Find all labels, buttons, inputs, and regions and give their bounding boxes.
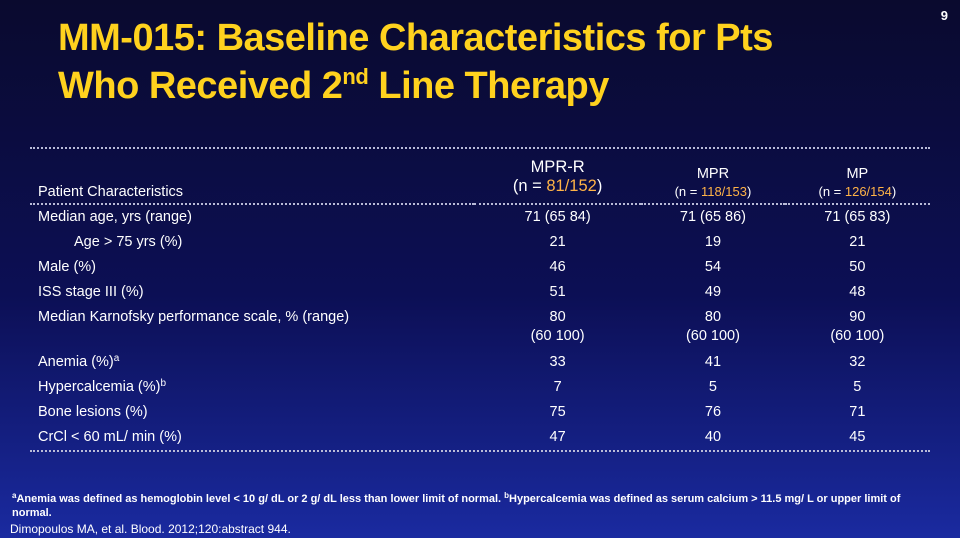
- table-row: Hypercalcemia (%)b 7 5 5: [30, 375, 930, 400]
- header-mpr-r-n: (n = 81/152): [512, 177, 603, 195]
- cell-mp: 45: [849, 429, 866, 445]
- title-line-2-text: Who Received 2: [58, 65, 343, 107]
- table-row: CrCl < 60 mL/ min (%) 47 40 45: [30, 425, 930, 450]
- cell-mpr: 76: [704, 404, 722, 420]
- cell-value: 80: [704, 309, 722, 325]
- cell-range: (60 100): [685, 328, 740, 344]
- cell-value: 90: [849, 309, 866, 325]
- cell-mpr: 49: [704, 284, 722, 300]
- row-label: Hypercalcemia (%)b: [38, 378, 167, 396]
- header-mpr-n: (n = 118/153): [674, 184, 752, 199]
- title-line-2: Who Received 2nd Line Therapy: [58, 62, 918, 110]
- cell-mpr: 41: [704, 354, 722, 370]
- cell-range: (60 100): [830, 328, 885, 344]
- row-label: ISS stage III (%): [38, 284, 144, 300]
- cell-mp: 71: [849, 404, 866, 420]
- cell-mpr-r: 21: [549, 234, 566, 250]
- cell-mp: 90 (60 100): [785, 305, 930, 350]
- cell-mpr: 71 (65 86): [679, 209, 746, 225]
- row-label: CrCl < 60 mL/ min (%): [38, 429, 182, 445]
- cell-mp: 48: [849, 284, 866, 300]
- title-line-1: MM-015: Baseline Characteristics for Pts: [58, 17, 773, 59]
- footnote-a-marker: a: [12, 491, 17, 500]
- table-row: Median age, yrs (range) 71 (65 84) 71 (6…: [30, 204, 930, 230]
- cell-mpr-r: 33: [549, 354, 566, 370]
- table-row: Anemia (%)a 33 41 32: [30, 350, 930, 375]
- row-label: Bone lesions (%): [38, 404, 148, 420]
- row-label: Male (%): [38, 259, 97, 275]
- header-mpr-name: MPR: [696, 166, 730, 182]
- header-mp: MP (n = 126/154): [784, 149, 930, 205]
- cell-mpr-r: 75: [549, 404, 566, 420]
- citation: Dimopoulos MA, et al. Blood. 2012;120:ab…: [10, 522, 291, 536]
- cell-mpr-r: 7: [553, 379, 562, 395]
- header-mpr-r: MPR-R (n = 81/152): [474, 149, 642, 205]
- row-label: Median Karnofsky performance scale, % (r…: [38, 309, 350, 325]
- table-row: Male (%) 46 54 50: [30, 255, 930, 280]
- cell-mpr-r: 71 (65 84): [524, 209, 591, 225]
- cell-mpr: 19: [704, 234, 722, 250]
- cell-mpr-r: 47: [549, 429, 566, 445]
- slide-title: MM-015: Baseline Characteristics for Pts…: [58, 14, 918, 110]
- header-mp-n: (n = 126/154): [818, 184, 897, 199]
- cell-range: (60 100): [530, 328, 585, 344]
- cell-mp: 32: [849, 354, 866, 370]
- table-row: Median Karnofsky performance scale, % (r…: [30, 305, 930, 350]
- table-row: ISS stage III (%) 51 49 48: [30, 280, 930, 305]
- header-mpr-r-name: MPR-R: [530, 158, 585, 176]
- cell-mp: 50: [849, 259, 866, 275]
- cell-mpr: 80 (60 100): [641, 305, 784, 350]
- footnote-a-text: Anemia was defined as hemoglobin level <…: [16, 493, 505, 505]
- row-label: Age > 75 yrs (%): [74, 234, 183, 250]
- row-label: Anemia (%)a: [38, 353, 120, 371]
- title-line-2-end: Line Therapy: [368, 65, 609, 107]
- footnote-b-marker: b: [504, 491, 510, 500]
- cell-mpr: 40: [704, 429, 722, 445]
- cell-mp: 21: [849, 234, 866, 250]
- cell-mpr-r: 80 (60 100): [474, 305, 641, 350]
- footnote-marker: a: [113, 353, 120, 364]
- header-mp-name: MP: [846, 166, 869, 182]
- baseline-table: Patient Characteristics MPR-R (n = 81/15…: [30, 147, 930, 452]
- page-number: 9: [940, 8, 948, 23]
- footnote-b-text: Hypercalcemia was defined as serum calci…: [12, 493, 901, 519]
- header-mpr: MPR (n = 118/153): [641, 149, 785, 205]
- cell-mpr: 54: [704, 259, 722, 275]
- cell-value: 80: [549, 309, 566, 325]
- table-row: Age > 75 yrs (%) 21 19 21: [30, 230, 930, 255]
- cell-mp: 5: [853, 379, 862, 395]
- footnote-marker: b: [160, 378, 167, 389]
- title-superscript: nd: [342, 64, 369, 89]
- table-row: Bone lesions (%) 75 76 71: [30, 400, 930, 425]
- cell-mpr-r: 51: [549, 284, 566, 300]
- cell-mp: 71 (65 83): [824, 209, 891, 225]
- row-label: Median age, yrs (range): [38, 209, 192, 225]
- cell-mpr: 5: [708, 379, 717, 395]
- footnote: aAnemia was defined as hemoglobin level …: [12, 492, 942, 520]
- table-header-row: Patient Characteristics MPR-R (n = 81/15…: [30, 149, 930, 205]
- header-characteristics: Patient Characteristics: [30, 149, 474, 205]
- cell-mpr-r: 46: [549, 259, 566, 275]
